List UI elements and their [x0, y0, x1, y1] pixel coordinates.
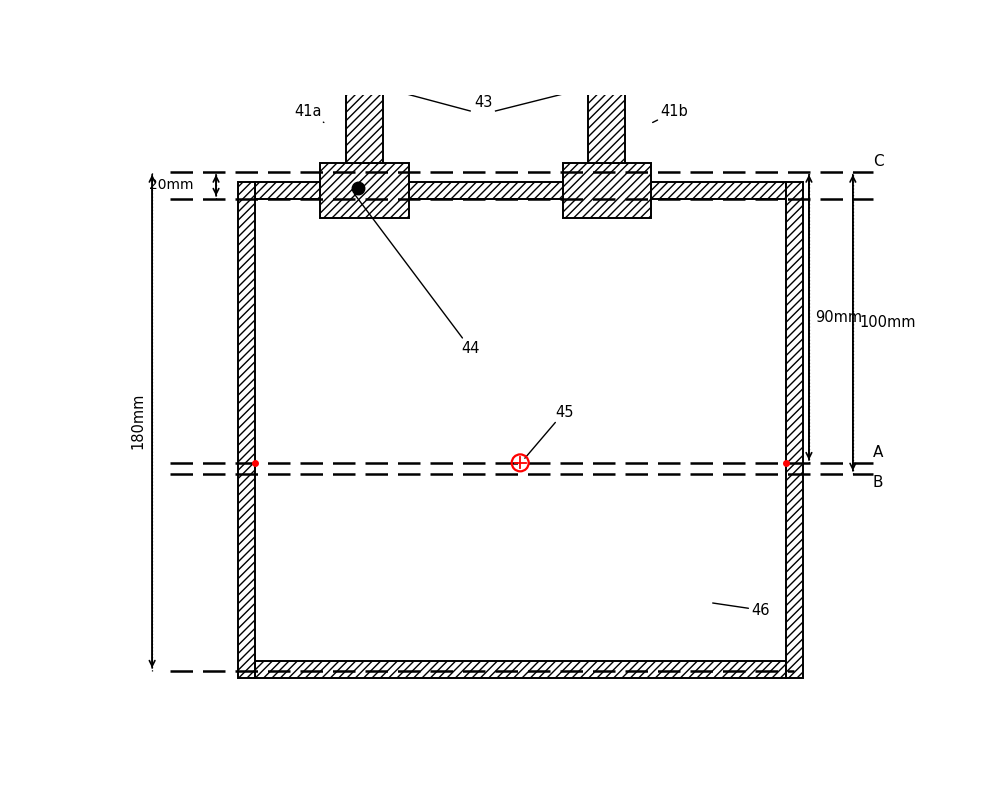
Text: C: C: [873, 154, 883, 169]
Text: 46: 46: [713, 603, 770, 618]
Text: 41a: 41a: [295, 104, 324, 122]
Bar: [320, 163, 409, 218]
Bar: [346, 89, 383, 163]
Text: 180mm: 180mm: [131, 393, 146, 450]
Bar: [588, 89, 625, 163]
Text: 43: 43: [474, 96, 492, 110]
Bar: [255, 660, 786, 678]
Bar: [255, 182, 786, 199]
Text: 45: 45: [525, 404, 573, 458]
Text: 100mm: 100mm: [859, 315, 916, 330]
Bar: [238, 182, 255, 678]
Text: 41b: 41b: [653, 104, 688, 122]
Bar: [786, 182, 803, 678]
Text: 90mm: 90mm: [815, 310, 862, 325]
Text: 20mm: 20mm: [149, 179, 194, 192]
Text: 44: 44: [354, 194, 479, 356]
Text: A: A: [873, 445, 883, 460]
Text: B: B: [873, 475, 883, 490]
Bar: [255, 199, 786, 660]
Bar: [563, 163, 651, 218]
